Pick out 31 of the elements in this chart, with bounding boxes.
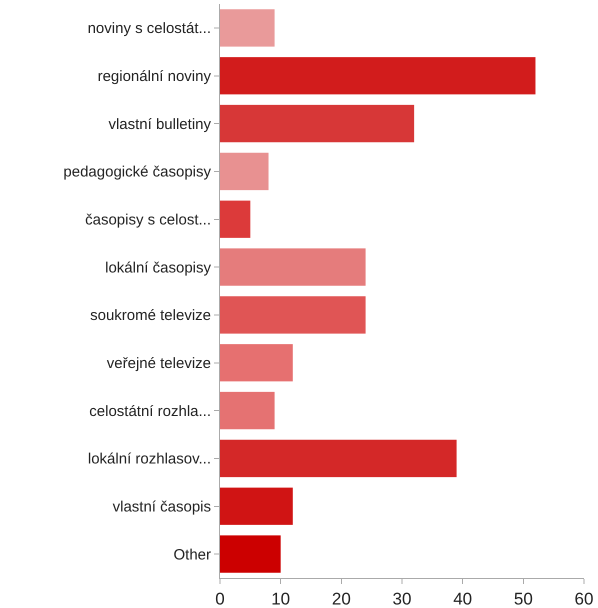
bar [220,296,366,334]
x-tick-label: 20 [332,589,351,608]
y-tick-label: noviny s celostát... [88,20,211,38]
y-tick-label: lokální rozhlasov... [88,450,211,468]
bar [220,488,293,525]
x-tick-label: 50 [514,589,533,608]
bar [220,9,275,47]
y-tick-label: celostátní rozhla... [89,402,211,420]
x-tick-label: 10 [271,589,290,608]
bar [220,104,414,142]
y-tick-label: pedagogické časopisy [63,164,212,181]
bar [220,440,457,478]
x-tick-label: 30 [392,589,412,608]
bar [220,152,269,190]
y-tick-label: časopisy s celost... [85,212,211,228]
x-tick-label: 0 [215,589,225,608]
y-tick-label: vlastní bulletiny [108,116,212,133]
y-tick-label: Other [173,546,212,564]
bar [220,200,250,238]
y-tick-label: veřejné televize [106,355,211,372]
bar [220,392,275,430]
y-tick-label: lokální časopisy [105,259,212,276]
bar [220,248,366,286]
bar [220,344,293,382]
bar [220,57,536,94]
y-tick-label: vlastní časopis [112,498,211,516]
x-tick-label: 60 [574,589,594,608]
bar [220,535,281,573]
y-tick-label: regionální noviny [98,68,212,85]
y-tick-label: soukromé televize [90,307,211,324]
x-tick-label: 40 [453,589,472,608]
